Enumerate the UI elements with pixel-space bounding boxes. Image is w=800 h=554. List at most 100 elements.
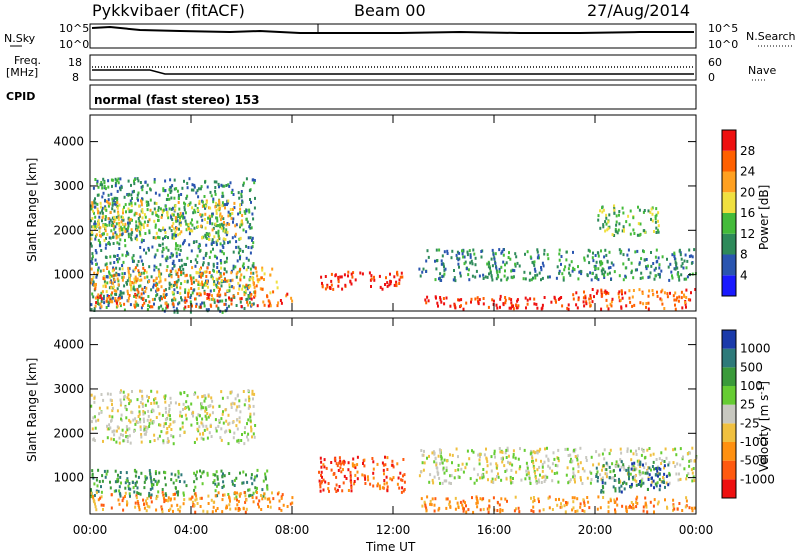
echo-cell — [169, 396, 172, 400]
echo-cell — [220, 438, 223, 442]
echo-cell — [238, 507, 240, 510]
echo-cell — [261, 266, 264, 270]
echo-cell — [629, 209, 632, 213]
echo-cell — [527, 471, 530, 475]
echo-cell — [201, 218, 204, 222]
echo-cell — [105, 306, 108, 309]
echo-cell — [605, 253, 608, 257]
echo-cell — [109, 210, 112, 214]
colorbar-tick-label: 1000 — [740, 342, 771, 356]
echo-cell — [431, 451, 434, 455]
echo-cell — [522, 277, 525, 281]
echo-cell — [173, 196, 176, 200]
echo-cell — [227, 241, 229, 245]
x-tick-label: 20:00 — [578, 523, 613, 537]
echo-cell — [661, 480, 664, 484]
echo-cell — [266, 469, 269, 473]
echo-cell — [173, 237, 176, 240]
echo-cell — [318, 470, 320, 474]
echo-cell — [606, 463, 609, 467]
echo-cell — [437, 508, 440, 512]
echo-cell — [660, 290, 663, 294]
echo-cell — [320, 460, 323, 464]
echo-cell — [106, 232, 109, 236]
echo-cell — [206, 412, 209, 415]
echo-cell — [221, 204, 224, 208]
echo-cell — [477, 453, 480, 457]
echo-cell — [211, 214, 214, 218]
echo-cell — [378, 274, 381, 278]
echo-cell — [94, 227, 97, 231]
echo-cell — [132, 281, 135, 285]
echo-cell — [168, 273, 171, 277]
echo-cell — [140, 185, 143, 189]
echo-cell — [582, 300, 585, 304]
echo-cell — [244, 289, 247, 293]
echo-cell — [221, 510, 224, 514]
echo-cell — [665, 481, 668, 485]
echo-cell — [157, 306, 160, 310]
echo-cell — [119, 233, 122, 237]
echo-cell — [148, 265, 151, 269]
nsky-label: N.Sky — [4, 32, 36, 45]
echo-cell — [534, 276, 537, 280]
echo-cell — [192, 414, 194, 418]
echo-cell — [482, 475, 485, 479]
echo-cell — [238, 492, 241, 496]
echo-cell — [633, 466, 636, 470]
echo-cell — [570, 260, 573, 264]
colorbar-swatch — [722, 171, 736, 193]
echo-cell — [574, 448, 577, 452]
echo-cell — [119, 494, 122, 498]
beam-title: Beam 00 — [354, 1, 426, 20]
echo-cell — [179, 505, 182, 509]
echo-cell — [204, 235, 207, 239]
echo-cell — [276, 492, 279, 496]
echo-cell — [532, 496, 535, 499]
echo-cell — [202, 256, 205, 260]
echo-cell — [500, 478, 503, 482]
echo-cell — [338, 456, 341, 460]
echo-cell — [154, 191, 157, 195]
echo-cell — [614, 510, 617, 514]
echo-cell — [174, 208, 177, 212]
echo-cell — [143, 425, 146, 429]
echo-cell — [440, 279, 443, 282]
echo-cell — [558, 271, 561, 275]
echo-cell — [105, 262, 108, 266]
echo-cell — [276, 286, 279, 290]
echo-cell — [111, 409, 114, 413]
echo-cell — [463, 262, 466, 266]
echo-cell — [399, 471, 402, 475]
echo-cell — [236, 427, 239, 431]
echo-cell — [543, 248, 546, 252]
echo-cell — [467, 273, 470, 277]
echo-cell — [324, 275, 327, 278]
echo-cell — [123, 284, 126, 288]
echo-cell — [445, 296, 448, 300]
echo-cell — [661, 459, 664, 462]
echo-cell — [174, 401, 177, 405]
echo-cell — [150, 402, 153, 405]
echo-cell — [630, 467, 633, 471]
echo-cell — [114, 480, 117, 484]
echo-cell — [109, 255, 112, 259]
echo-cell — [105, 472, 108, 476]
echo-cell — [240, 223, 243, 227]
echo-cell — [606, 304, 609, 308]
echo-cell — [137, 492, 140, 495]
echo-cell — [608, 465, 611, 469]
echo-cell — [215, 209, 218, 213]
echo-cell — [144, 403, 147, 407]
echo-cell — [153, 264, 156, 268]
echo-cell — [187, 225, 190, 228]
echo-cell — [249, 291, 252, 295]
echo-cell — [580, 270, 583, 274]
echo-cell — [532, 276, 534, 280]
echo-cell — [107, 201, 110, 205]
echo-cell — [195, 477, 198, 481]
echo-cell — [676, 296, 679, 300]
echo-cell — [184, 274, 187, 278]
echo-cell — [335, 483, 338, 487]
